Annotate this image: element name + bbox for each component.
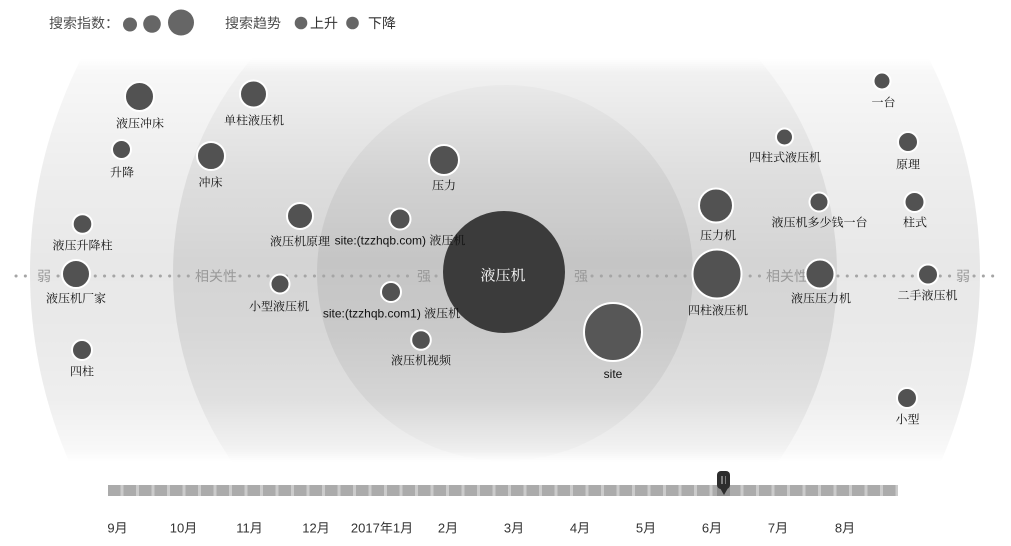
- svg-text:相关性: 相关性: [195, 268, 237, 284]
- svg-text:弱: 弱: [956, 268, 970, 284]
- svg-text:强: 强: [574, 268, 588, 284]
- svg-text:相关性: 相关性: [766, 268, 808, 284]
- svg-text:强: 强: [417, 268, 431, 284]
- svg-text:弱: 弱: [37, 268, 51, 284]
